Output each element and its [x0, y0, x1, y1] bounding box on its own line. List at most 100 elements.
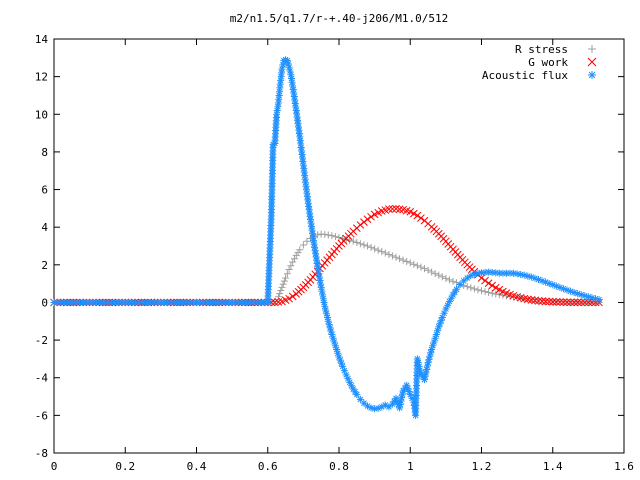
data-point: [136, 298, 143, 306]
data-point: [153, 298, 161, 306]
data-point: [573, 298, 582, 307]
data-point: [157, 298, 165, 306]
data-point: [510, 269, 518, 277]
data-point: [309, 230, 317, 238]
data-point: [534, 297, 543, 305]
data-point: [125, 298, 133, 306]
data-point: [118, 298, 126, 306]
data-point: [278, 69, 286, 77]
data-point: [364, 402, 371, 410]
data-point: [353, 239, 361, 247]
data-point: [427, 349, 435, 357]
data-point: [311, 247, 319, 255]
data-point: [250, 298, 257, 306]
data-point: [235, 298, 243, 306]
data-point: [288, 75, 295, 83]
data-point: [330, 338, 338, 346]
data-point: [299, 161, 307, 169]
data-point: [442, 305, 450, 313]
y-tick-label: 12: [35, 71, 48, 84]
data-point: [282, 274, 290, 282]
data-point: [552, 298, 561, 306]
data-point: [419, 373, 427, 381]
data-point: [356, 221, 365, 229]
data-point: [381, 249, 389, 257]
data-point: [447, 294, 455, 302]
data-point: [290, 93, 298, 101]
data-point: [584, 298, 593, 307]
data-point: [474, 269, 482, 277]
data-point: [592, 295, 599, 303]
data-point: [421, 265, 428, 273]
data-point: [344, 375, 352, 383]
data-point: [403, 258, 411, 266]
data-point: [444, 301, 452, 309]
data-point: [321, 230, 329, 238]
data-point: [449, 277, 457, 285]
x-tick-label: 1.2: [472, 460, 492, 473]
data-point: [470, 270, 478, 278]
data-point: [488, 281, 497, 290]
data-point: [428, 268, 436, 276]
data-point: [290, 89, 298, 97]
legend-marker-0: [588, 45, 596, 53]
data-point: [285, 266, 293, 274]
data-point: [531, 274, 539, 282]
data-point: [442, 274, 450, 282]
data-point: [481, 276, 489, 285]
data-point: [409, 209, 418, 218]
data-point: [456, 281, 464, 289]
data-point: [316, 277, 324, 284]
data-point: [413, 211, 422, 220]
data-point: [175, 298, 183, 306]
data-point: [323, 314, 331, 322]
data-point: [588, 294, 596, 302]
data-point: [360, 241, 368, 249]
data-point: [566, 298, 575, 307]
data-point: [424, 266, 432, 274]
data-point: [232, 298, 240, 306]
data-point: [426, 352, 434, 360]
data-point: [278, 65, 286, 73]
data-point: [277, 76, 285, 84]
data-point: [408, 394, 416, 402]
data-point: [415, 362, 423, 370]
data-point: [280, 277, 288, 285]
x-tick-label: 0: [51, 460, 58, 473]
data-point: [499, 269, 507, 277]
data-point: [274, 103, 282, 111]
data-point: [239, 298, 247, 306]
data-point: [517, 271, 525, 279]
data-point: [325, 321, 333, 329]
data-point: [315, 270, 323, 278]
data-point: [301, 175, 309, 183]
data-point: [545, 297, 554, 306]
data-point: [107, 298, 115, 306]
data-point: [280, 57, 288, 65]
data-point: [470, 285, 478, 293]
data-point: [336, 356, 344, 364]
y-tick-label: 14: [35, 33, 49, 46]
data-point: [64, 298, 72, 306]
data-point: [324, 317, 332, 325]
data-point: [114, 298, 122, 306]
data-point: [495, 269, 503, 277]
data-point: [146, 298, 154, 306]
data-point: [283, 270, 291, 278]
data-point: [300, 165, 308, 173]
data-point: [320, 298, 328, 306]
data-point: [290, 255, 298, 263]
data-point: [478, 269, 485, 277]
data-point: [242, 298, 250, 306]
data-point: [335, 353, 343, 361]
data-point: [367, 212, 375, 221]
data-point: [253, 298, 261, 306]
data-point: [54, 298, 62, 306]
data-point: [317, 280, 325, 288]
data-point: [310, 237, 318, 245]
y-tick-label: -4: [35, 372, 49, 385]
y-tick-label: 4: [41, 221, 48, 234]
data-point: [449, 291, 457, 299]
data-point: [308, 223, 316, 231]
